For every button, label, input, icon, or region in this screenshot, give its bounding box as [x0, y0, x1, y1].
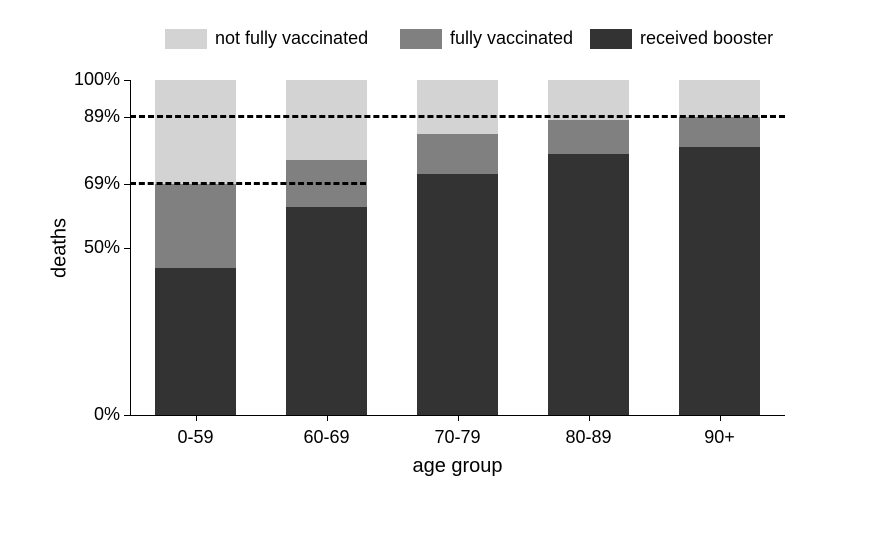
y-tick-label: 69% [84, 173, 120, 194]
bar-segment [155, 268, 236, 415]
bar-segment [548, 80, 629, 120]
x-tick-label: 0-59 [177, 427, 213, 448]
legend-label: fully vaccinated [450, 28, 573, 49]
x-tick-label: 60-69 [303, 427, 349, 448]
bar-segment [679, 80, 760, 117]
x-tick [589, 415, 590, 421]
legend-swatch [165, 29, 207, 49]
x-tick-label: 80-89 [565, 427, 611, 448]
y-tick-label: 50% [84, 237, 120, 258]
x-tick [327, 415, 328, 421]
bar-segment [548, 120, 629, 154]
y-tick-label: 0% [94, 404, 120, 425]
legend-label: received booster [640, 28, 773, 49]
y-axis-title: deaths [49, 217, 72, 277]
bar-segment [679, 117, 760, 147]
y-tick [124, 415, 130, 416]
bar-segment [286, 207, 367, 415]
bar-segment [548, 154, 629, 415]
reference-line [130, 182, 366, 185]
x-tick-label: 70-79 [434, 427, 480, 448]
y-tick-label: 100% [74, 69, 120, 90]
bar-segment [417, 80, 498, 134]
reference-line [130, 115, 785, 118]
legend-swatch [590, 29, 632, 49]
x-tick [458, 415, 459, 421]
stacked-bar-chart: not fully vaccinated fully vaccinated re… [0, 0, 891, 547]
y-tick-label: 89% [84, 106, 120, 127]
x-tick [196, 415, 197, 421]
legend-item-received-booster: received booster [590, 28, 773, 49]
y-axis-line [130, 80, 131, 415]
bar-segment [155, 184, 236, 268]
legend-label: not fully vaccinated [215, 28, 368, 49]
bar-segment [286, 80, 367, 160]
legend-swatch [400, 29, 442, 49]
y-tick [124, 80, 130, 81]
x-axis-title: age group [412, 455, 502, 478]
legend-item-not-fully-vaccinated: not fully vaccinated [165, 28, 368, 49]
bar-segment [417, 174, 498, 415]
x-tick [720, 415, 721, 421]
bar-segment [155, 80, 236, 184]
y-tick [124, 248, 130, 249]
bar-segment [679, 147, 760, 415]
bar-segment [417, 134, 498, 174]
legend-item-fully-vaccinated: fully vaccinated [400, 28, 573, 49]
x-tick-label: 90+ [704, 427, 735, 448]
